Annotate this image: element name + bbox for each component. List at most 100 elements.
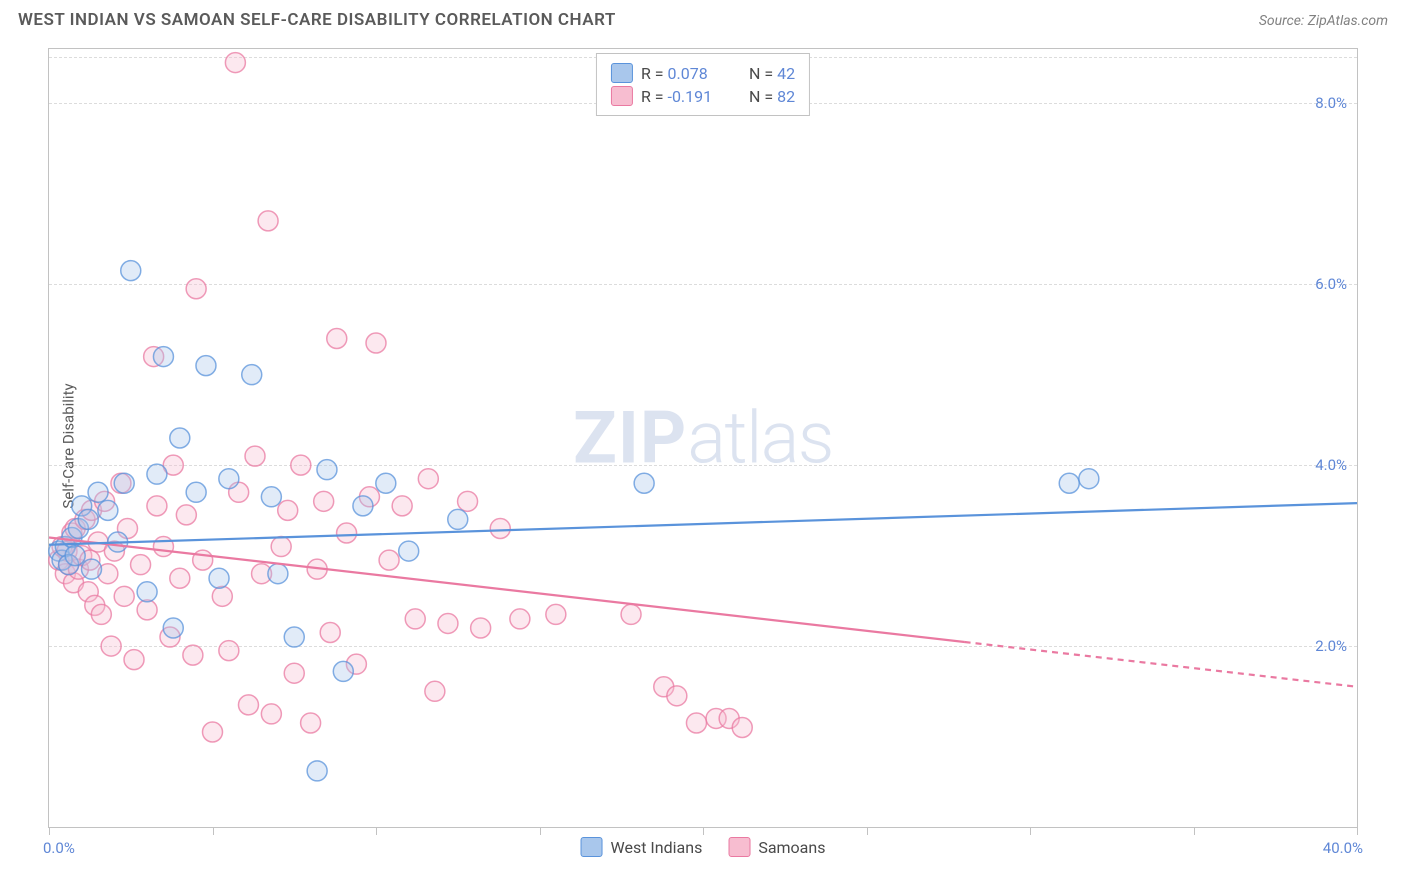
scatter-point [163,618,183,638]
scatter-point [333,661,353,681]
scatter-point [242,365,262,385]
scatter-point [219,641,239,661]
scatter-point [686,713,706,733]
scatter-point [284,627,304,647]
scatter-point [471,618,491,638]
scatter-point [78,509,98,529]
series-legend: West Indians Samoans [581,837,826,857]
legend-item-pink: Samoans [728,837,825,857]
legend-row-blue: R = 0.078 N = 42 [611,63,795,83]
scatter-point [209,568,229,588]
scatter-point [314,491,334,511]
scatter-point [186,482,206,502]
trend-line [49,503,1357,545]
scatter-point [153,537,173,557]
n-label: N = [749,64,777,83]
trend-line [965,642,1357,687]
scatter-point [399,541,419,561]
scatter-point [278,500,298,520]
scatter-point [621,604,641,624]
scatter-point [392,496,412,516]
x-tick [49,827,50,835]
scatter-point [183,645,203,665]
scatter-point [320,623,340,643]
scatter-point [196,356,216,376]
legend-swatch-icon [611,86,633,106]
scatter-point [291,455,311,475]
scatter-point [88,482,108,502]
scatter-point [307,761,327,781]
scatter-point [121,261,141,281]
legend-swatch-icon [728,837,750,857]
scatter-point [366,333,386,353]
scatter-point [458,491,478,511]
scatter-point [353,496,373,516]
r-label: R = [641,64,668,83]
x-tick [1030,827,1031,835]
x-axis-end-label: 40.0% [1323,839,1363,857]
scatter-point [114,473,134,493]
x-tick [213,827,214,835]
scatter-point [131,555,151,575]
legend-swatch-icon [611,63,633,83]
x-tick [376,827,377,835]
scatter-point [317,460,337,480]
n-value: 82 [777,87,795,106]
legend-item-blue: West Indians [581,837,703,857]
scatter-point [176,505,196,525]
trend-line [49,538,965,642]
scatter-point [379,550,399,570]
scatter-point [91,604,111,624]
scatter-point [376,473,396,493]
scatter-point [510,609,530,629]
scatter-point [448,509,468,529]
correlation-legend: R = 0.078 N = 42 R = -0.191 N = 82 [596,53,810,116]
scatter-point [98,500,118,520]
scatter-point [301,713,321,733]
x-tick [540,827,541,835]
scatter-point [137,582,157,602]
scatter-point [170,568,190,588]
x-tick [703,827,704,835]
scatter-point [546,604,566,624]
scatter-point [193,550,213,570]
scatter-point [490,518,510,538]
scatter-point [405,609,425,629]
chart-plot-area: ZIPatlas 2.0%4.0%6.0%8.0% 0.0% 40.0% R =… [48,48,1358,828]
legend-swatch-icon [581,837,603,857]
scatter-point [101,636,121,656]
x-tick [1357,827,1358,835]
chart-title: WEST INDIAN VS SAMOAN SELF-CARE DISABILI… [18,10,616,30]
x-tick [1194,827,1195,835]
scatter-point [147,496,167,516]
scatter-point [147,464,167,484]
scatter-point [1079,469,1099,489]
scatter-point [732,717,752,737]
scatter-point [186,279,206,299]
scatter-point [245,446,265,466]
scatter-point [284,663,304,683]
scatter-point [268,564,288,584]
scatter-point [212,586,232,606]
scatter-point [667,686,687,706]
n-value: 42 [777,64,795,83]
scatter-svg [49,49,1357,827]
scatter-point [327,328,347,348]
r-value: 0.078 [668,64,708,83]
r-label: R = [641,87,668,106]
legend-row-pink: R = -0.191 N = 82 [611,86,795,106]
scatter-point [261,704,281,724]
legend-label: West Indians [611,838,703,857]
scatter-point [418,469,438,489]
scatter-point [114,586,134,606]
scatter-point [203,722,223,742]
scatter-point [153,347,173,367]
scatter-point [225,53,245,73]
scatter-point [258,211,278,231]
scatter-point [219,469,239,489]
scatter-point [137,600,157,620]
legend-label: Samoans [758,838,825,857]
n-label: N = [749,87,777,106]
scatter-point [271,537,291,557]
chart-source: Source: ZipAtlas.com [1259,13,1388,29]
